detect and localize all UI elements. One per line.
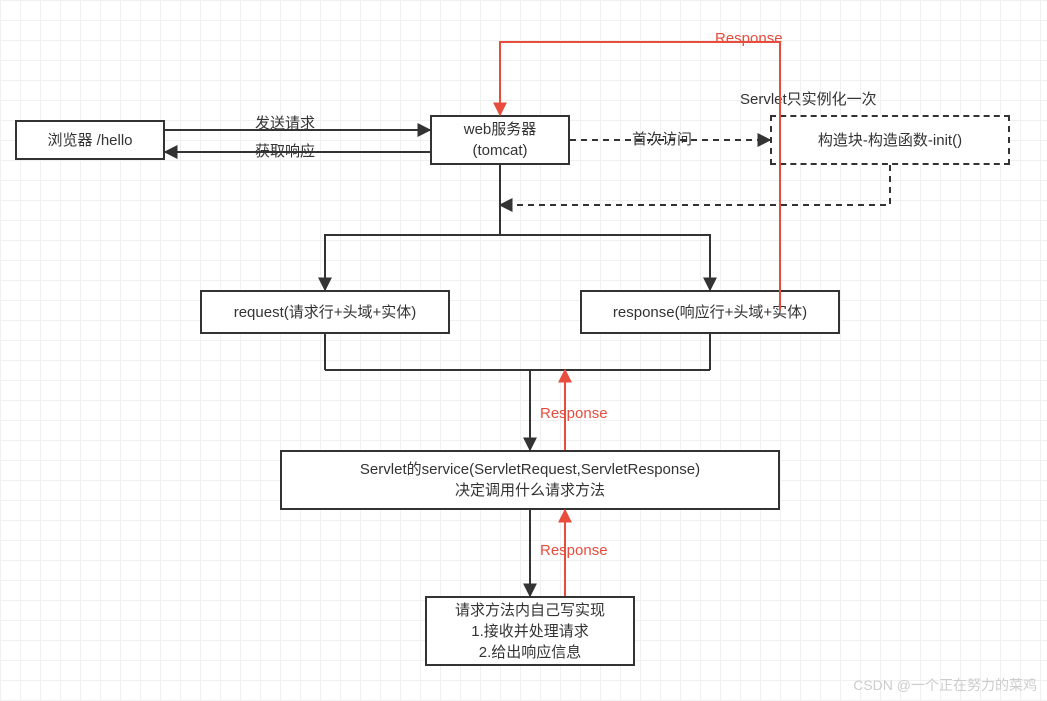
edge-init-to-web (500, 165, 890, 205)
node-webserver-line2: (tomcat) (472, 140, 527, 161)
node-service: Servlet的service(ServletRequest,ServletRe… (280, 450, 780, 510)
watermark: CSDN @一个正在努力的菜鸡 (853, 675, 1037, 695)
label-first: 首次访问 (632, 128, 692, 149)
node-service-line1: Servlet的service(ServletRequest,ServletRe… (360, 459, 700, 480)
node-service-line2: 决定调用什么请求方法 (455, 480, 605, 501)
node-response: response(响应行+头域+实体) (580, 290, 840, 334)
edge-split-right (500, 235, 710, 290)
node-init: 构造块-构造函数-init() (770, 115, 1010, 165)
node-impl-line3: 2.给出响应信息 (479, 642, 582, 663)
node-browser-text: 浏览器 /hello (47, 130, 132, 151)
node-request-text: request(请求行+头域+实体) (234, 302, 417, 323)
node-webserver-line1: web服务器 (464, 119, 537, 140)
node-impl-line2: 1.接收并处理请求 (471, 621, 589, 642)
label-servlet-once: Servlet只实例化一次 (740, 88, 877, 109)
edge-resp-top (500, 42, 780, 310)
node-response-text: response(响应行+头域+实体) (613, 302, 807, 323)
label-response-bot: Response (540, 542, 608, 559)
node-init-text: 构造块-构造函数-init() (818, 130, 962, 151)
label-response-top: Response (715, 30, 783, 47)
node-impl: 请求方法内自己写实现 1.接收并处理请求 2.给出响应信息 (425, 596, 635, 666)
node-request: request(请求行+头域+实体) (200, 290, 450, 334)
label-send: 发送请求 (255, 112, 315, 133)
node-webserver: web服务器 (tomcat) (430, 115, 570, 165)
label-get: 获取响应 (255, 140, 315, 161)
edge-split-left (325, 235, 500, 290)
label-response-mid: Response (540, 405, 608, 422)
node-impl-line1: 请求方法内自己写实现 (455, 600, 605, 621)
node-browser: 浏览器 /hello (15, 120, 165, 160)
